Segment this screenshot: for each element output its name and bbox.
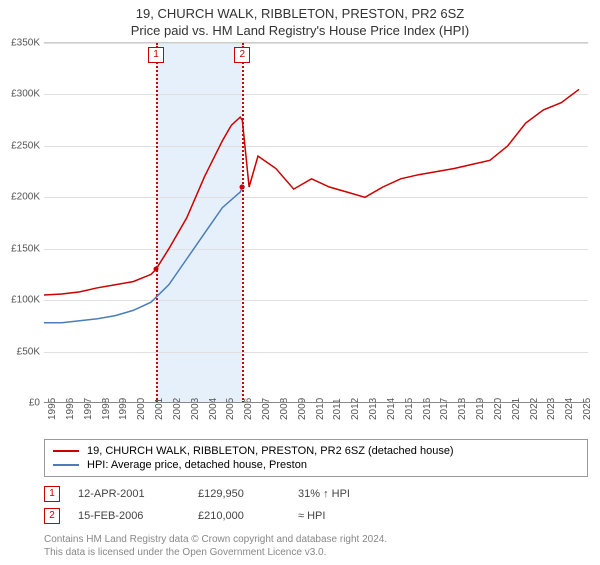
y-tick-label: £250K (0, 140, 40, 151)
sale-row-price: £210,000 (198, 510, 298, 522)
sale-row-hpi: ≈ HPI (298, 510, 408, 522)
footer-line-2: This data is licensed under the Open Gov… (44, 546, 588, 559)
y-tick-label: £300K (0, 89, 40, 100)
sale-row-marker: 1 (44, 486, 60, 502)
legend-swatch (53, 450, 79, 452)
legend-item: 19, CHURCH WALK, RIBBLETON, PRESTON, PR2… (53, 444, 579, 458)
y-tick-label: £0 (0, 398, 40, 409)
legend-swatch (53, 464, 79, 466)
legend-item: HPI: Average price, detached house, Pres… (53, 458, 579, 472)
footer: Contains HM Land Registry data © Crown c… (44, 533, 588, 559)
sale-row: 2 15-FEB-2006£210,000≈ HPI (44, 505, 588, 527)
y-tick-label: £150K (0, 243, 40, 254)
y-tick-label: £200K (0, 192, 40, 203)
sale-row-hpi: 31% ↑ HPI (298, 488, 408, 500)
y-tick-label: £50K (0, 346, 40, 357)
sale-row-price: £129,950 (198, 488, 298, 500)
sales-table: 1 12-APR-2001£129,95031% ↑ HPI 2 15-FEB-200… (44, 483, 588, 527)
sale-point (240, 185, 245, 190)
title-sub: Price paid vs. HM Land Registry's House … (0, 23, 600, 38)
sale-row-marker: 2 (44, 508, 60, 524)
sale-row-date: 15-FEB-2006 (78, 510, 198, 522)
legend: 19, CHURCH WALK, RIBBLETON, PRESTON, PR2… (44, 439, 588, 477)
sale-point (154, 267, 159, 272)
title-main: 19, CHURCH WALK, RIBBLETON, PRESTON, PR2… (0, 6, 600, 21)
series-lines (44, 43, 588, 403)
series-hpi (44, 187, 242, 323)
title-block: 19, CHURCH WALK, RIBBLETON, PRESTON, PR2… (0, 0, 600, 42)
x-axis (44, 402, 588, 403)
chart-container: 19, CHURCH WALK, RIBBLETON, PRESTON, PR2… (0, 0, 600, 559)
y-tick-label: £100K (0, 295, 40, 306)
footer-line-1: Contains HM Land Registry data © Crown c… (44, 533, 588, 546)
series-price_paid (44, 89, 579, 295)
sale-row-date: 12-APR-2001 (78, 488, 198, 500)
plot-area: £0£50K£100K£150K£200K£250K£300K£350K1995… (44, 42, 588, 403)
y-tick-label: £350K (0, 38, 40, 49)
legend-label: 19, CHURCH WALK, RIBBLETON, PRESTON, PR2… (87, 445, 454, 457)
sale-row: 1 12-APR-2001£129,95031% ↑ HPI (44, 483, 588, 505)
legend-label: HPI: Average price, detached house, Pres… (87, 459, 307, 471)
